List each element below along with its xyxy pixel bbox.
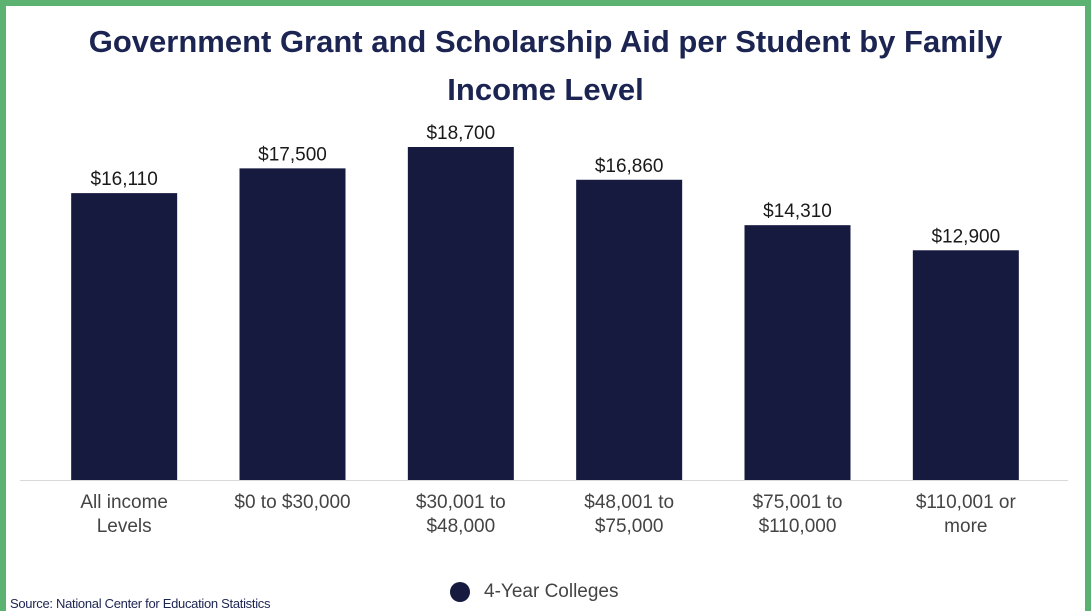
data-label: $16,110 (91, 169, 158, 190)
bar (71, 193, 178, 480)
data-label: $12,900 (931, 226, 1000, 247)
x-tick-label: All income (80, 492, 168, 513)
bar (576, 179, 683, 480)
x-tick-label: $75,001 to (753, 492, 843, 513)
x-tick-label: $110,001 or (916, 492, 1017, 513)
data-label: $18,700 (426, 123, 495, 144)
x-tick-label: more (944, 516, 987, 537)
data-label: $16,860 (595, 156, 664, 177)
data-label: $17,500 (258, 144, 327, 165)
x-tick-label: $110,000 (759, 516, 837, 537)
x-tick-label: $30,001 to (416, 492, 506, 513)
bar (407, 147, 514, 480)
bar (912, 250, 1019, 480)
data-label: $14,310 (763, 201, 832, 222)
legend-swatch (450, 582, 470, 602)
x-tick-label: Levels (97, 516, 152, 537)
x-tick-label: $48,000 (426, 516, 495, 537)
legend: 4-Year Colleges (450, 578, 619, 606)
bar (744, 225, 851, 480)
x-tick-label: $75,000 (595, 516, 664, 537)
chart-title: Government Grant and Scholarship Aid per… (88, 24, 1003, 107)
legend-label: 4-Year Colleges (484, 581, 619, 602)
source-note: Source: National Center for Education St… (10, 596, 271, 611)
x-tick-label: $0 to $30,000 (234, 492, 350, 513)
bar (239, 168, 346, 480)
x-tick-label: $48,001 to (584, 492, 674, 513)
